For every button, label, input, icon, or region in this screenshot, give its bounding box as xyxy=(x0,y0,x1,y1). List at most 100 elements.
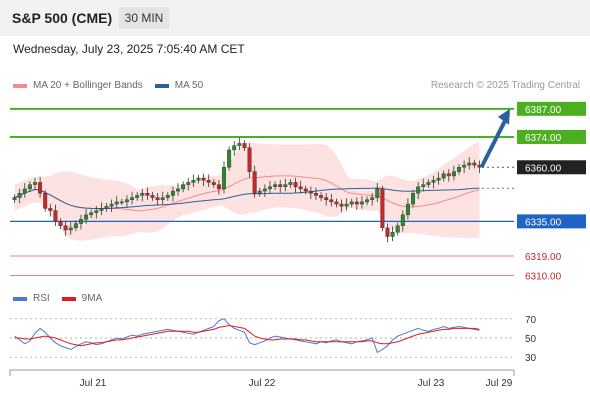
candle-body xyxy=(462,164,467,168)
candle-body xyxy=(124,199,129,203)
candle-body xyxy=(181,184,186,190)
level-label-resistance: 6387.00 xyxy=(517,101,586,116)
level-label-text: 6360.00 xyxy=(525,163,562,174)
instrument-title: S&P 500 (CME) xyxy=(12,10,113,26)
candle-body xyxy=(165,195,170,198)
candle-body xyxy=(114,201,119,205)
candle-body xyxy=(324,197,329,200)
candle-body xyxy=(78,219,83,224)
ma20-legend-label: MA 20 + Bollinger Bands xyxy=(33,80,143,91)
legend-item-ma20: MA 20 + Bollinger Bands xyxy=(13,80,143,91)
bollinger-band-area xyxy=(14,141,480,241)
candle-body xyxy=(380,188,385,229)
legend-item-rsi: RSI xyxy=(13,293,50,304)
level-label-text: 6319.00 xyxy=(525,252,562,263)
candle-body xyxy=(283,184,288,187)
price-legend: MA 20 + Bollinger Bands MA 50 xyxy=(13,80,215,91)
candle-body xyxy=(145,193,150,196)
candle-body xyxy=(232,145,237,151)
candle-body xyxy=(375,188,380,198)
candle-body xyxy=(104,206,109,209)
candle-body xyxy=(411,193,416,205)
x-tick-label: Jul 22 xyxy=(249,378,276,389)
candle-body xyxy=(135,195,140,198)
candle-body xyxy=(405,203,410,216)
candle-body xyxy=(227,149,232,168)
rsi-legend: RSI 9MA xyxy=(13,293,114,304)
candle-body xyxy=(109,203,114,207)
candle-body xyxy=(431,180,436,183)
candle-body xyxy=(416,186,421,194)
legend-item-ma50: MA 50 xyxy=(154,80,203,91)
candle-body xyxy=(293,182,298,187)
timeframe-badge[interactable]: 30 MIN xyxy=(119,7,169,29)
candle-body xyxy=(242,143,247,148)
candle-body xyxy=(457,167,461,172)
candle-body xyxy=(73,223,78,229)
candle-body xyxy=(160,197,165,200)
candle-body xyxy=(278,184,283,187)
candle-body xyxy=(176,188,181,192)
source-credit: Research © 2025 Trading Central xyxy=(430,80,580,91)
candle-body xyxy=(155,197,160,200)
level-label-bg xyxy=(517,214,586,229)
candle-body xyxy=(313,193,318,196)
level-label-support_main: 6335.00 xyxy=(517,214,586,229)
candle-body xyxy=(257,190,262,194)
candle-body xyxy=(186,182,191,185)
candle-body xyxy=(349,201,354,205)
candle-body xyxy=(252,171,257,194)
candle-body xyxy=(395,225,400,233)
candle-body xyxy=(370,197,375,200)
candle-body xyxy=(262,188,267,192)
candle-body xyxy=(84,214,89,220)
level-label-support_minor: 6319.00 xyxy=(525,252,562,263)
level-label-bg xyxy=(517,101,586,116)
candle-body xyxy=(365,199,370,203)
candle-body xyxy=(12,197,17,200)
candle-body xyxy=(191,180,196,183)
candle-body xyxy=(467,162,472,166)
candle-body xyxy=(206,180,211,183)
level-label-resistance: 6374.00 xyxy=(517,129,586,144)
ma20-swatch xyxy=(13,83,27,88)
candle-body xyxy=(354,201,359,205)
forecast-arrow-shaft xyxy=(479,117,508,169)
rsi-tick-label: 70 xyxy=(525,315,537,326)
ma9-swatch xyxy=(61,296,76,301)
rsi-legend-label: RSI xyxy=(33,293,50,304)
candle-body xyxy=(33,182,37,185)
candle-body xyxy=(359,201,364,205)
level-label-bg xyxy=(517,160,586,175)
candle-body xyxy=(48,208,53,211)
candles-group xyxy=(12,137,482,243)
datetime-label: Wednesday, July 23, 2025 7:05:40 AM CET xyxy=(13,42,245,56)
candle-body xyxy=(99,208,104,211)
candle-body xyxy=(247,147,252,172)
header-bar: S&P 500 (CME) 30 MIN xyxy=(0,0,590,36)
candle-body xyxy=(426,182,431,185)
candle-body xyxy=(268,186,272,190)
ma9-legend-label: 9MA xyxy=(81,293,103,304)
rsi-line xyxy=(14,318,480,354)
candle-body xyxy=(334,201,339,205)
candle-body xyxy=(436,177,441,181)
candle-body xyxy=(38,182,43,194)
candle-body xyxy=(344,203,349,207)
candle-body xyxy=(216,184,221,190)
x-tick-label: Jul 23 xyxy=(418,378,445,389)
candle-body xyxy=(27,184,32,190)
candle-body xyxy=(222,167,226,190)
candle-body xyxy=(130,197,135,200)
candle-body xyxy=(89,212,94,216)
candle-body xyxy=(63,225,68,231)
rsi-tick-label: 50 xyxy=(525,334,537,345)
level-label-support_minor: 6310.00 xyxy=(525,272,562,283)
candle-body xyxy=(319,195,324,198)
rsi-swatch xyxy=(13,296,27,301)
level-label-text: 6374.00 xyxy=(525,133,562,144)
candle-body xyxy=(237,143,242,146)
ma50-line xyxy=(14,187,480,209)
candle-body xyxy=(58,221,63,226)
